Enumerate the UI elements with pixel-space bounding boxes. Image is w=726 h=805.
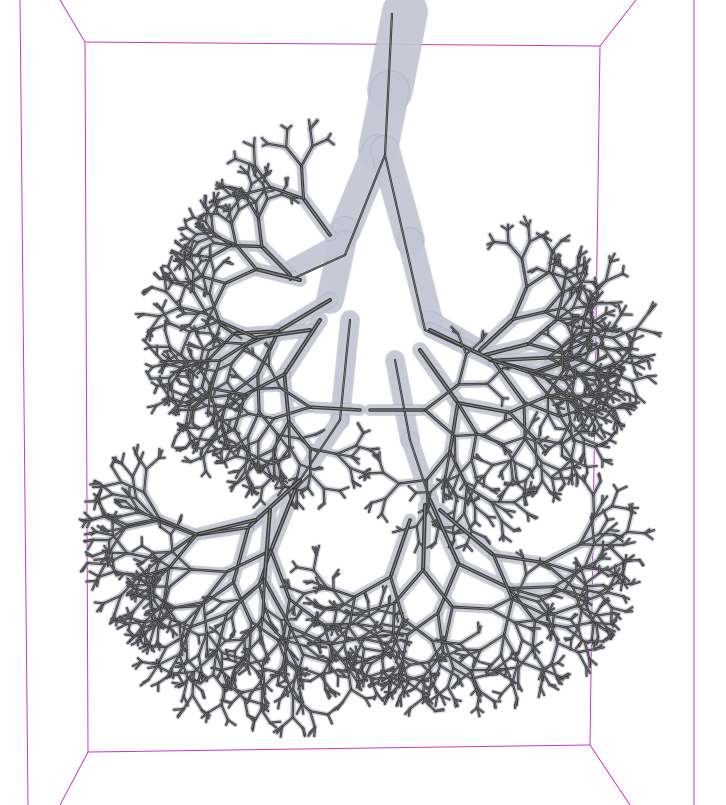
bounding-box-edge <box>19 0 29 805</box>
airway-segment <box>398 228 442 332</box>
bounding-box-edge <box>59 0 86 43</box>
bounding-box-edge <box>599 0 637 47</box>
bounding-box-edge <box>59 751 89 805</box>
bounding-box-edge <box>87 744 591 753</box>
airway-segment <box>281 231 354 279</box>
airway-segment <box>371 136 424 254</box>
bounding-box-edge <box>84 41 89 753</box>
bounding-box-edge <box>589 744 631 805</box>
bounding-box-edge <box>84 41 601 47</box>
airway-segment <box>330 135 393 245</box>
